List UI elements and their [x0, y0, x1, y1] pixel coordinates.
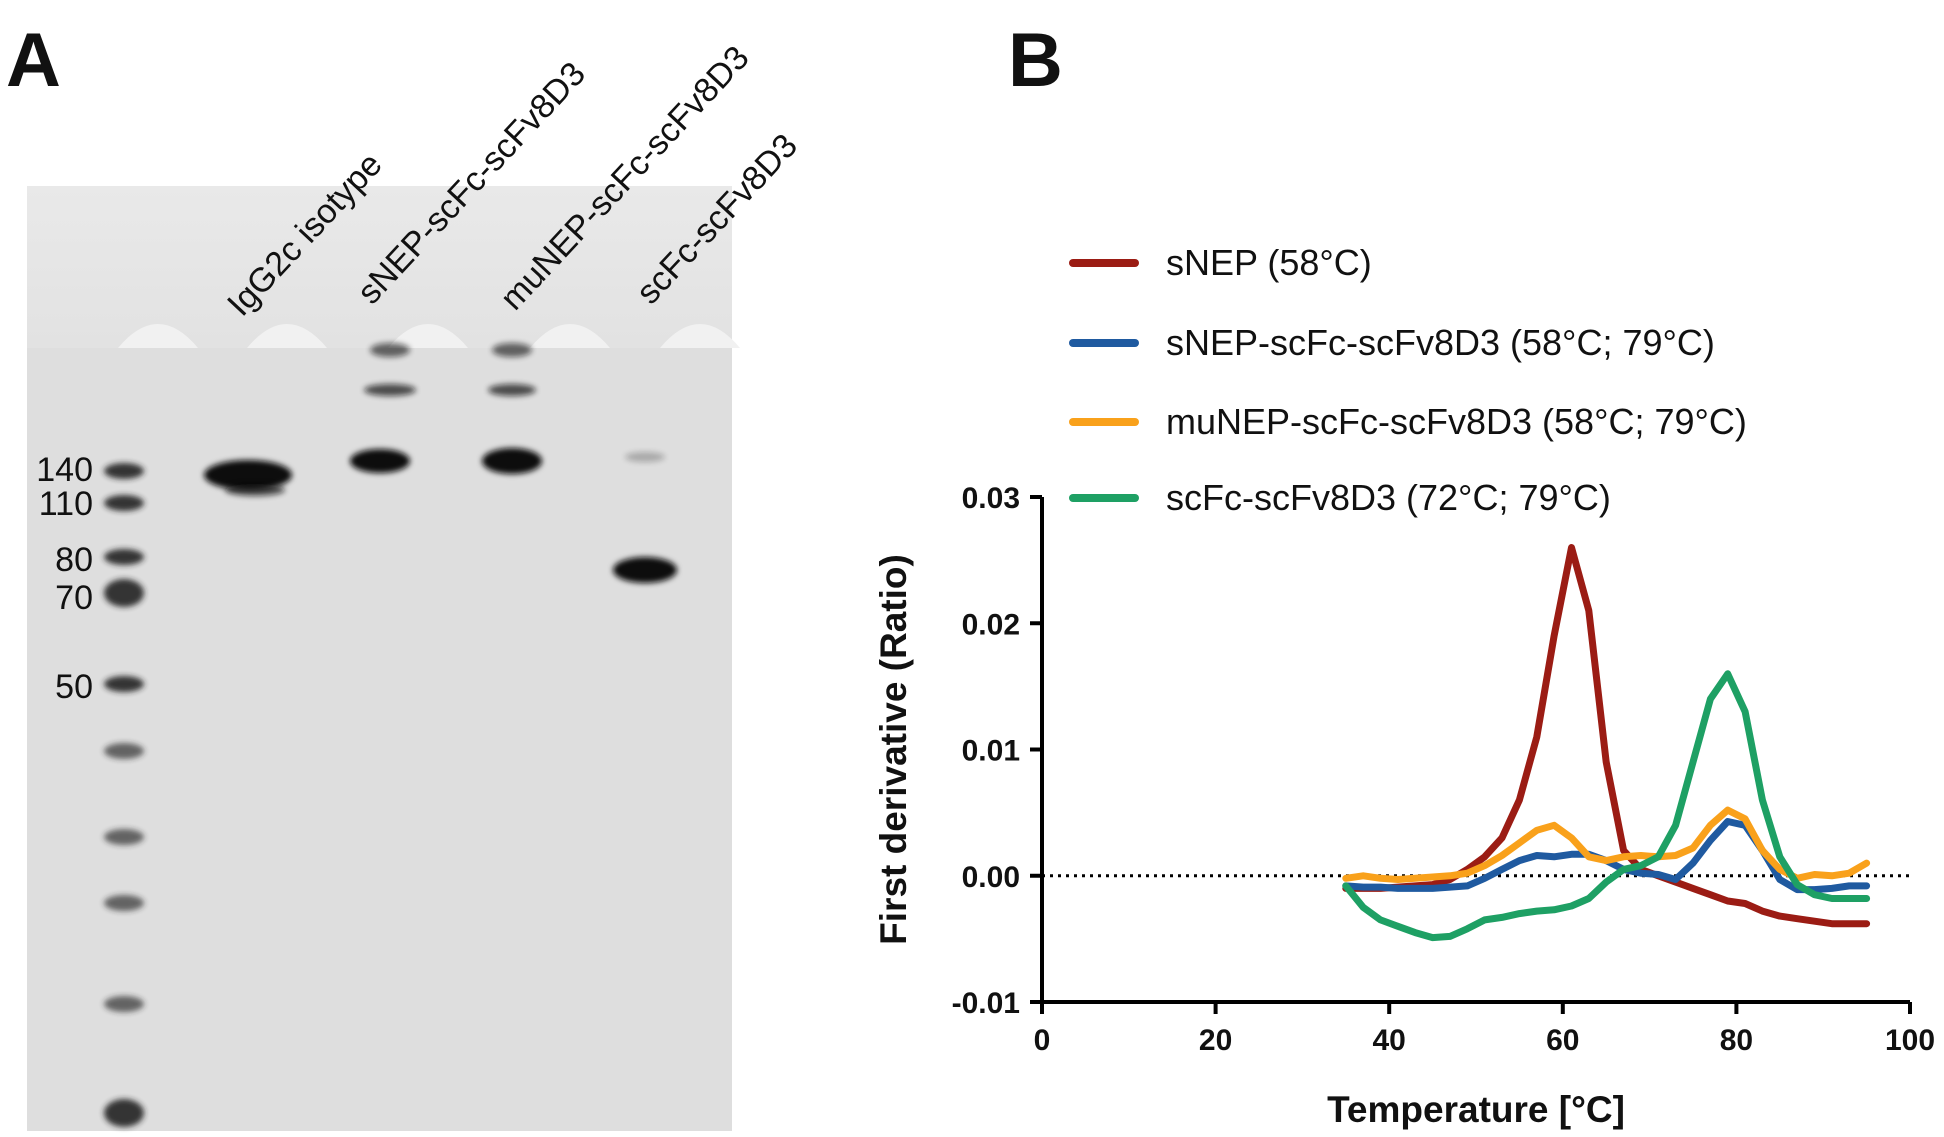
ladder-band	[104, 549, 144, 565]
x-tick-label: 40	[1373, 1024, 1406, 1057]
x-tick-label: 60	[1546, 1024, 1579, 1057]
y-tick-label: -0.01	[952, 987, 1020, 1020]
ladder-band	[104, 829, 144, 845]
ladder-band	[104, 996, 144, 1012]
legend-label: scFc-scFv8D3 (72°C; 79°C)	[1166, 477, 1611, 518]
x-tick-label: 80	[1720, 1024, 1753, 1057]
sample-band	[204, 460, 292, 490]
y-axis-title: First derivative (Ratio)	[873, 554, 914, 945]
sample-band	[225, 484, 285, 496]
legend-label: sNEP-scFc-scFv8D3 (58°C; 79°C)	[1166, 322, 1715, 363]
marker-label: 80	[55, 541, 93, 579]
legend-label: sNEP (58°C)	[1166, 242, 1372, 283]
x-tick-label: 20	[1199, 1024, 1232, 1057]
ladder-band	[104, 743, 144, 759]
series-line	[1342, 670, 1871, 942]
ladder-band	[104, 1099, 144, 1127]
ladder-band	[104, 676, 144, 692]
ladder-band	[104, 495, 144, 511]
marker-label: 70	[55, 579, 93, 617]
sample-band	[613, 557, 677, 583]
sample-band	[492, 343, 532, 357]
sample-band	[625, 452, 665, 462]
gel-panel	[27, 186, 740, 1131]
sample-band	[350, 449, 410, 473]
x-axis-title: Temperature [°C]	[1327, 1089, 1625, 1130]
sample-band	[482, 448, 542, 474]
panel-label: A	[6, 18, 61, 103]
gel-wells	[27, 186, 732, 348]
sample-band	[364, 384, 416, 396]
ladder-band	[104, 463, 144, 479]
gel-well	[660, 324, 740, 348]
y-tick-label: 0.03	[962, 482, 1020, 515]
x-tick-label: 100	[1885, 1024, 1935, 1057]
y-tick-label: 0.01	[962, 735, 1020, 768]
gel-well	[118, 324, 198, 348]
y-tick-label: 0.00	[962, 861, 1020, 894]
marker-label: 50	[55, 668, 93, 706]
y-tick-label: 0.02	[962, 608, 1020, 641]
legend-label: muNEP-scFc-scFv8D3 (58°C; 79°C)	[1166, 401, 1747, 442]
series-line	[1342, 544, 1871, 928]
ladder-band	[104, 895, 144, 911]
series-line	[1342, 806, 1871, 883]
sample-band	[370, 343, 410, 357]
ladder-band	[104, 579, 144, 607]
gel-well	[247, 324, 327, 348]
panel-label: B	[1008, 18, 1063, 103]
marker-label: 140	[36, 451, 93, 489]
gel-well	[530, 324, 610, 348]
marker-label: 110	[39, 485, 93, 523]
sample-band	[488, 384, 536, 396]
gel-well	[388, 324, 468, 348]
x-tick-label: 0	[1034, 1024, 1051, 1057]
